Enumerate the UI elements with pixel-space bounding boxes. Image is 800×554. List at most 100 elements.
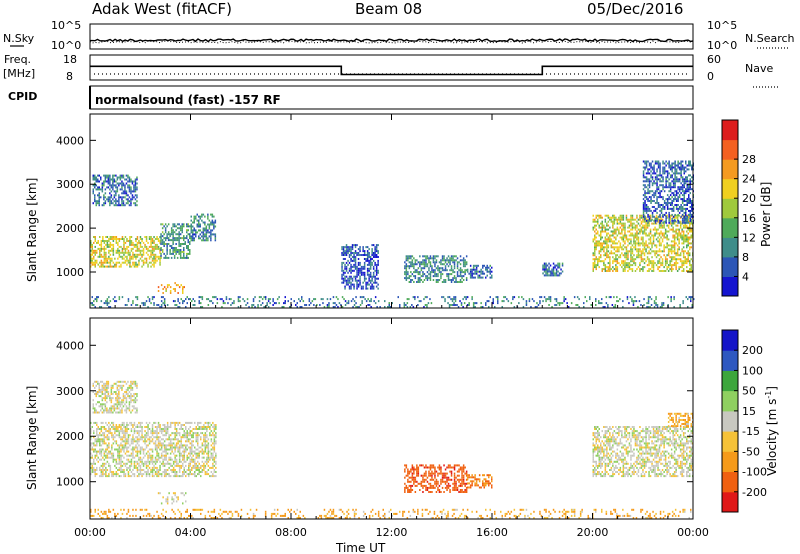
velocity-cells-cell (133, 475, 136, 478)
velocity-cells-cell (138, 421, 140, 424)
velocity-cells-cell (117, 430, 119, 433)
power-cells-cell (672, 236, 674, 239)
power-cells-cell (132, 251, 134, 254)
power-cells-cell (675, 264, 677, 267)
power-cells-cell (423, 298, 425, 301)
power-cells-cell (105, 253, 107, 256)
power-cells-cell (607, 238, 610, 241)
velocity-cells-cell (111, 426, 113, 428)
power-cells-cell (434, 271, 436, 274)
velocity-cells-cell (102, 426, 104, 428)
power-cells-cell (660, 262, 662, 265)
power-cells-cell (679, 304, 681, 306)
power-cells-cell (344, 246, 346, 249)
power-cells-cell (675, 206, 678, 208)
power-cells-cell (183, 252, 185, 255)
power-cells-cell (187, 252, 189, 255)
velocity-cells-cell (156, 454, 158, 457)
velocity-cells-cell (157, 424, 160, 426)
power-cells-cell (615, 264, 617, 267)
power-cells-cell (193, 227, 195, 230)
power-cells-cell (647, 198, 649, 201)
power-cells-cell (110, 178, 113, 181)
power-cells-cell (673, 218, 676, 221)
power-cells-cell (650, 200, 652, 202)
power-cells-cell (98, 194, 100, 197)
power-cells-cell (106, 304, 109, 306)
power-cells-cell (674, 166, 676, 169)
power-cells-cell (169, 292, 172, 294)
velocity-cells-cell (165, 471, 167, 473)
velocity-cells-cell (127, 436, 130, 439)
velocity-cells-cell (147, 471, 149, 473)
power-cells-cell (180, 284, 182, 287)
power-cells-cell (456, 261, 459, 264)
power-cells-cell (475, 272, 478, 275)
power-cells-cell (664, 264, 667, 267)
power-cells-cell (363, 275, 366, 278)
velocity-cells-cell (172, 452, 175, 455)
velocity-cells-cell (139, 473, 142, 476)
velocity-cells-cell (115, 426, 118, 428)
velocity-cells-cell (169, 434, 172, 437)
power-cells-cell (405, 267, 408, 270)
power-cells-cell (372, 285, 375, 288)
power-cells-cell (551, 272, 553, 275)
power-cells-cell (655, 302, 657, 305)
power-cells-cell (145, 236, 148, 238)
power-cells-cell (121, 176, 123, 179)
power-cells-cell (545, 270, 547, 273)
power-cells-cell (648, 258, 650, 261)
velocity-cells-cell (166, 421, 169, 424)
power-cells-cell (645, 180, 648, 183)
power-cells-cell (637, 250, 640, 253)
power-cells-cell (643, 248, 646, 251)
power-cells-cell (453, 275, 456, 278)
power-cells-cell (622, 254, 625, 257)
power-cells-cell (296, 302, 298, 305)
power-cells-cell (659, 194, 661, 197)
power-cells-cell (624, 254, 626, 257)
power-cells-cell (110, 184, 113, 187)
power-cells-cell (205, 225, 208, 228)
power-cells-cell (689, 174, 691, 177)
power-cells-cell (654, 176, 657, 179)
power-cells-cell (489, 276, 491, 279)
velocity-cells-cell (121, 424, 124, 426)
power-cells-cell (489, 268, 491, 271)
power-cells-cell (654, 234, 656, 237)
power-cells-cell (120, 251, 122, 254)
power-cells-cell (604, 228, 607, 231)
power-cells-cell (366, 281, 369, 284)
power-cells-cell (558, 302, 561, 305)
velocity-cells-cell (175, 432, 178, 435)
power-cells-cell (594, 260, 596, 263)
power-cells-cell (648, 178, 651, 181)
power-cells-cell (136, 241, 139, 244)
power-cells-cell (208, 231, 211, 234)
power-cells-cell (643, 232, 646, 235)
power-cells-cell (661, 232, 664, 235)
velocity-cells-cell (94, 471, 96, 473)
power-cells-cell (616, 266, 619, 269)
power-cells-cell (356, 271, 358, 274)
velocity-cells-cell (180, 440, 182, 443)
power-cells-cell (627, 256, 629, 259)
power-cells-cell (682, 234, 685, 237)
power-cells-cell (522, 298, 525, 301)
power-cells-cell (449, 259, 451, 262)
power-cells-cell (366, 259, 369, 262)
power-cells-cell (102, 255, 104, 258)
velocity-cells-cell (175, 430, 178, 433)
colorbar-swatch (722, 198, 738, 219)
power-cells-cell (345, 246, 348, 249)
power-cells-cell (645, 176, 648, 179)
power-cells-cell (225, 296, 228, 299)
power-cells-cell (618, 232, 620, 235)
power-cells-cell (183, 286, 185, 289)
velocity-cells-cell (94, 473, 96, 476)
power-cells-cell (272, 300, 274, 303)
power-cells-cell (674, 180, 676, 183)
power-cells-cell (167, 243, 170, 245)
velocity-cells-cell (168, 475, 170, 478)
